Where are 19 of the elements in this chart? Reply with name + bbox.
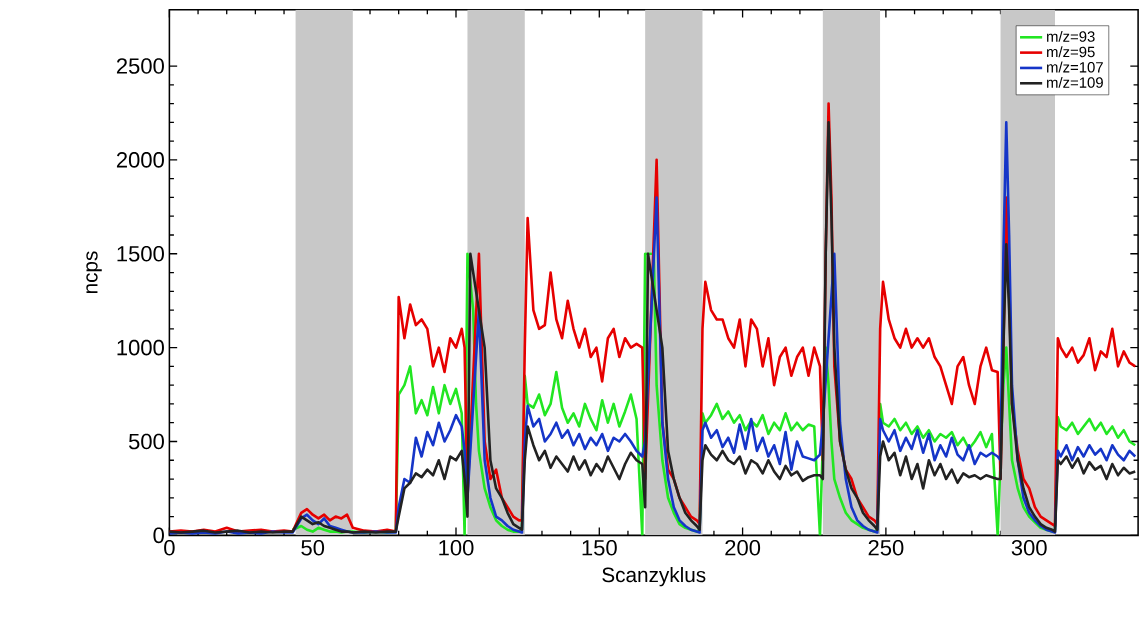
legend-label: m/z=107	[1047, 61, 1103, 73]
y-axis-title: ncps	[86, 251, 102, 294]
x-tick-label: 300	[1011, 540, 1047, 556]
y-tick-label: 0	[153, 527, 164, 544]
y-tick-label: 2000	[116, 152, 164, 168]
y-tick-label: 2500	[116, 58, 164, 75]
x-tick-label: 0	[164, 540, 175, 556]
legend-label: m/z=95	[1047, 46, 1095, 58]
legend-label: m/z=93	[1047, 31, 1095, 43]
x-tick-label: 150	[582, 540, 617, 556]
x-tick-label: 100	[439, 540, 474, 556]
y-tick-label: 500	[128, 433, 164, 450]
y-tick-label: 1000	[117, 340, 164, 356]
x-tick-label: 50	[301, 540, 325, 556]
x-tick-label: 250	[868, 540, 904, 556]
legend-label: m/z=109	[1047, 77, 1103, 89]
x-tick-label: 200	[725, 540, 761, 556]
x-axis-title: Scanzyklus	[602, 567, 706, 587]
y-tick-label: 1500	[117, 246, 164, 262]
